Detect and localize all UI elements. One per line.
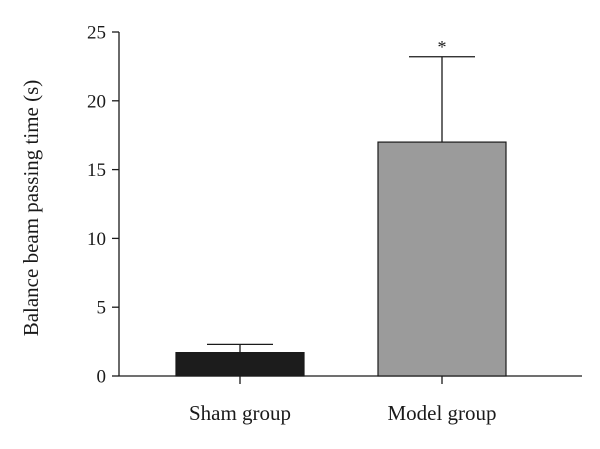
bar-model-group bbox=[377, 141, 507, 377]
y-tick-label: 20 bbox=[87, 91, 106, 112]
y-tick-label: 0 bbox=[97, 367, 107, 388]
y-axis-title: Balance beam passing time (s) bbox=[19, 80, 43, 337]
x-axis bbox=[119, 375, 582, 384]
y-tick-label: 10 bbox=[87, 229, 106, 250]
y-axis: 0 5 10 15 20 25 bbox=[87, 23, 120, 388]
error-bars bbox=[207, 56, 475, 353]
y-tick-label: 5 bbox=[97, 298, 107, 319]
labels: Sham group Model group * bbox=[189, 37, 497, 425]
significance-marker: * bbox=[438, 37, 447, 57]
x-tick-label: Model group bbox=[387, 401, 496, 425]
y-tick-label: 25 bbox=[87, 23, 106, 44]
y-tick-label: 15 bbox=[87, 160, 106, 181]
bar-sham-group bbox=[175, 352, 305, 377]
bars bbox=[175, 141, 507, 377]
x-tick-label: Sham group bbox=[189, 401, 291, 425]
